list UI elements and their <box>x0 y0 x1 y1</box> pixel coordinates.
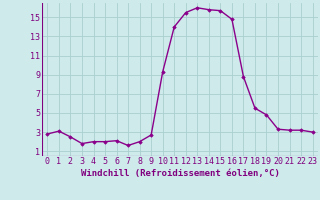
X-axis label: Windchill (Refroidissement éolien,°C): Windchill (Refroidissement éolien,°C) <box>81 169 279 178</box>
